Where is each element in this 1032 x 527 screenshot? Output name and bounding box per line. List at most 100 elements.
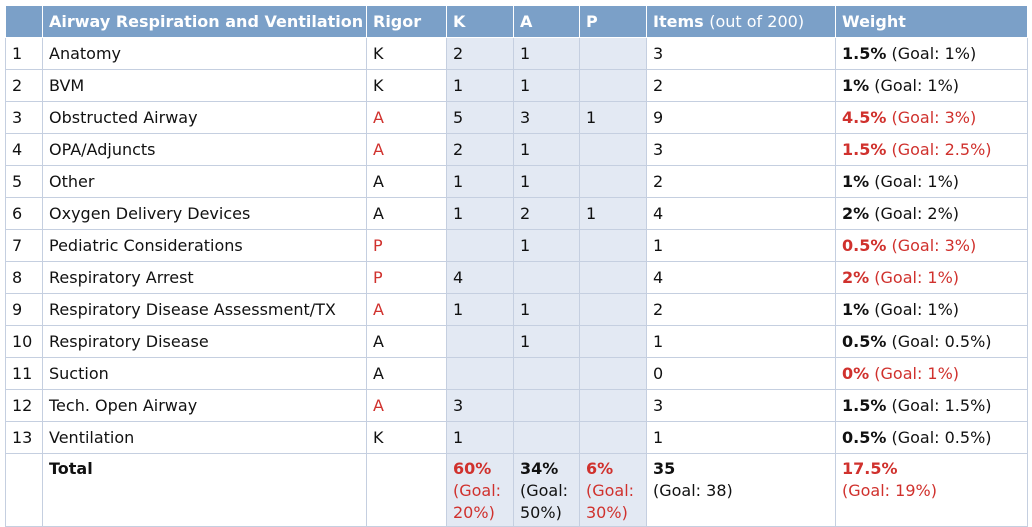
- row-topic: Respiratory Disease: [42, 325, 367, 358]
- row-weight-value: 1%: [842, 300, 870, 319]
- row-weight: 1% (Goal: 1%): [835, 165, 1028, 198]
- row-k: 1: [446, 165, 514, 198]
- row-rigor: A: [366, 325, 447, 358]
- row-topic: Oxygen Delivery Devices: [42, 197, 367, 230]
- total-number: [5, 453, 43, 527]
- row-weight-value: 2%: [842, 204, 870, 223]
- table-row: 3 Obstructed Airway A 5 3 1 9 4.5% (Goal…: [5, 101, 1028, 134]
- row-a: [513, 389, 580, 422]
- row-a: 1: [513, 165, 580, 198]
- row-weight: 1.5% (Goal: 1.5%): [835, 389, 1028, 422]
- row-topic: Respiratory Arrest: [42, 261, 367, 294]
- row-weight-value: 1.5%: [842, 44, 887, 63]
- row-p: [579, 165, 647, 198]
- row-weight-goal: (Goal: 1%): [891, 44, 977, 63]
- row-number: 9: [5, 293, 43, 326]
- total-items-goal: (Goal: 38): [653, 481, 733, 500]
- exam-blueprint-table: Airway Respiration and Ventilation Rigor…: [5, 5, 1028, 527]
- row-a: 1: [513, 133, 580, 166]
- row-rigor: P: [366, 229, 447, 262]
- row-rigor: A: [366, 197, 447, 230]
- total-p-pct: 6%: [586, 459, 614, 478]
- row-weight: 1% (Goal: 1%): [835, 293, 1028, 326]
- row-a: [513, 357, 580, 390]
- row-k: 5: [446, 101, 514, 134]
- row-topic: Tech. Open Airway: [42, 389, 367, 422]
- row-topic: Respiratory Disease Assessment/TX: [42, 293, 367, 326]
- header-items: Items (out of 200): [646, 5, 836, 38]
- row-number: 13: [5, 421, 43, 454]
- total-a-goal-1: (Goal:: [520, 481, 569, 500]
- row-k: [446, 229, 514, 262]
- row-rigor: A: [366, 357, 447, 390]
- total-k: 60% (Goal: 20%): [446, 453, 514, 527]
- row-weight-goal: (Goal: 1%): [874, 172, 960, 191]
- row-p: [579, 325, 647, 358]
- row-a: 1: [513, 37, 580, 70]
- row-items: 3: [646, 389, 836, 422]
- row-weight-goal: (Goal: 0.5%): [891, 428, 992, 447]
- row-topic: BVM: [42, 69, 367, 102]
- row-k: [446, 325, 514, 358]
- row-number: 7: [5, 229, 43, 262]
- total-p: 6% (Goal: 30%): [579, 453, 647, 527]
- row-items: 1: [646, 229, 836, 262]
- total-k-goal-2: 20%): [453, 503, 495, 522]
- table-row: 9 Respiratory Disease Assessment/TX A 1 …: [5, 293, 1028, 326]
- row-k: 3: [446, 389, 514, 422]
- total-label: Total: [42, 453, 367, 527]
- row-weight: 0.5% (Goal: 0.5%): [835, 325, 1028, 358]
- row-k: 4: [446, 261, 514, 294]
- row-a: 1: [513, 325, 580, 358]
- row-p: 1: [579, 101, 647, 134]
- total-rigor: [366, 453, 447, 527]
- row-p: [579, 421, 647, 454]
- row-topic: OPA/Adjuncts: [42, 133, 367, 166]
- row-weight: 0% (Goal: 1%): [835, 357, 1028, 390]
- row-k: 1: [446, 293, 514, 326]
- table-row: 1 Anatomy K 2 1 3 1.5% (Goal: 1%): [5, 37, 1028, 70]
- row-items: 4: [646, 197, 836, 230]
- row-p: [579, 357, 647, 390]
- row-topic: Suction: [42, 357, 367, 390]
- row-items: 3: [646, 133, 836, 166]
- row-k: 1: [446, 197, 514, 230]
- total-items: 35 (Goal: 38): [646, 453, 836, 527]
- row-weight-value: 0.5%: [842, 428, 887, 447]
- total-k-pct: 60%: [453, 459, 492, 478]
- row-weight-goal: (Goal: 1%): [874, 364, 960, 383]
- row-items: 2: [646, 165, 836, 198]
- row-weight-goal: (Goal: 3%): [891, 108, 977, 127]
- row-weight-value: 1.5%: [842, 396, 887, 415]
- row-weight: 1% (Goal: 1%): [835, 69, 1028, 102]
- row-number: 1: [5, 37, 43, 70]
- row-weight: 4.5% (Goal: 3%): [835, 101, 1028, 134]
- total-a-pct: 34%: [520, 459, 559, 478]
- row-number: 2: [5, 69, 43, 102]
- row-rigor: P: [366, 261, 447, 294]
- table-row: 6 Oxygen Delivery Devices A 1 2 1 4 2% (…: [5, 197, 1028, 230]
- row-weight-goal: (Goal: 0.5%): [891, 332, 992, 351]
- row-weight: 2% (Goal: 2%): [835, 197, 1028, 230]
- total-a-goal-2: 50%): [520, 503, 562, 522]
- row-rigor: K: [366, 37, 447, 70]
- row-k: 1: [446, 69, 514, 102]
- table-row: 10 Respiratory Disease A 1 1 0.5% (Goal:…: [5, 325, 1028, 358]
- row-topic: Pediatric Considerations: [42, 229, 367, 262]
- row-a: [513, 261, 580, 294]
- row-number: 5: [5, 165, 43, 198]
- table-row: 5 Other A 1 1 2 1% (Goal: 1%): [5, 165, 1028, 198]
- total-weight: 17.5% (Goal: 19%): [835, 453, 1028, 527]
- header-topic: Airway Respiration and Ventilation: [42, 5, 367, 38]
- header-weight: Weight: [835, 5, 1028, 38]
- header-k: K: [446, 5, 514, 38]
- row-a: 1: [513, 293, 580, 326]
- row-weight: 1.5% (Goal: 1%): [835, 37, 1028, 70]
- row-weight-value: 0%: [842, 364, 870, 383]
- table-row: 2 BVM K 1 1 2 1% (Goal: 1%): [5, 69, 1028, 102]
- table-row: 4 OPA/Adjuncts A 2 1 3 1.5% (Goal: 2.5%): [5, 133, 1028, 166]
- header-rigor: Rigor: [366, 5, 447, 38]
- total-items-value: 35: [653, 459, 676, 478]
- header-items-label: Items: [653, 12, 704, 31]
- total-p-goal-2: 30%): [586, 503, 628, 522]
